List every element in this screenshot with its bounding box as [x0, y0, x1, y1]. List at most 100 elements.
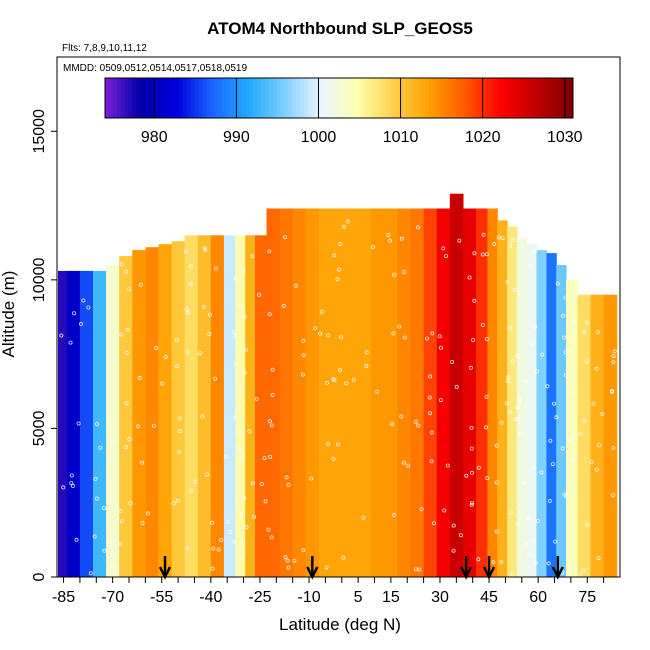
flight-point [506, 375, 511, 380]
colorbar: 980 990 1000 1010 1020 1030 [104, 77, 583, 146]
flight-point [185, 546, 190, 551]
flight-point [193, 479, 198, 484]
flight-point [226, 519, 231, 524]
flight-point [480, 322, 485, 327]
flight-point [283, 555, 288, 560]
flight-point [375, 389, 380, 394]
flight-point [527, 552, 532, 557]
flight-point [351, 377, 356, 382]
flight-point [138, 282, 143, 287]
colorbar-segment [272, 78, 278, 118]
flight-point [596, 330, 601, 335]
flight-point [594, 366, 599, 371]
colorbar-segment [471, 78, 476, 118]
flight-point [210, 566, 215, 571]
x-tick-label: 5 [354, 589, 363, 606]
flight-point [469, 446, 474, 451]
flight-point [262, 456, 267, 461]
flight-point [582, 418, 587, 423]
x-tick-label: -85 [52, 589, 75, 606]
colorbar-segment [354, 78, 359, 118]
colorbar-segment [510, 78, 515, 118]
flight-point [120, 519, 125, 524]
flight-point [184, 306, 189, 311]
colorbar-segment [183, 78, 188, 118]
colorbar-segment [389, 78, 395, 118]
heatmap-cell [577, 294, 592, 577]
colorbar-segment [350, 78, 356, 118]
flight-point [555, 281, 560, 286]
flight-point [476, 465, 481, 470]
flight-point [95, 422, 100, 427]
flight-point [386, 233, 391, 238]
flight-point [232, 330, 237, 335]
flight-point [128, 500, 133, 505]
flight-point [524, 379, 529, 384]
colorbar-segment [545, 78, 551, 118]
flight-point [582, 329, 587, 334]
colorbar-segment [565, 78, 570, 118]
flight-point [270, 367, 275, 372]
colorbar-tick-label: 990 [223, 129, 250, 146]
heatmap-cell [197, 235, 212, 578]
flight-point [202, 246, 207, 251]
colorbar-segment [261, 78, 266, 118]
flight-point [521, 480, 526, 485]
colorbar-segment [331, 78, 336, 118]
flight-point [526, 515, 531, 520]
flight-point [345, 219, 350, 224]
heatmap-cell [566, 279, 579, 577]
flight-point [468, 365, 473, 370]
heatmap-cell [345, 208, 359, 577]
colorbar-segment [420, 78, 426, 118]
flight-point [213, 266, 218, 271]
flight-point [481, 232, 486, 237]
flight-point [545, 384, 550, 389]
flight-point [428, 374, 433, 379]
flight-point [438, 398, 443, 403]
heatmap-cell [423, 208, 438, 577]
x-axis-label: Latitude (deg N) [279, 615, 401, 634]
flight-point [594, 467, 599, 472]
flight-point [140, 460, 145, 465]
flight-point [336, 267, 341, 272]
flight-point [494, 480, 499, 485]
flight-point [236, 432, 241, 437]
flight-point [137, 375, 142, 380]
flight-point [564, 494, 569, 499]
flight-point [318, 331, 323, 336]
heatmap-cell [516, 238, 528, 578]
flight-point [110, 440, 115, 445]
colorbar-segment [132, 78, 137, 118]
flight-point [160, 381, 165, 386]
flight-point [163, 354, 168, 359]
flight-point [572, 319, 577, 324]
colorbar-segment [284, 78, 289, 118]
flight-point [59, 333, 64, 338]
flight-point [585, 522, 590, 527]
colorbar-segment [358, 78, 363, 118]
colorbar-segment [116, 78, 122, 118]
flight-point [517, 400, 522, 405]
flight-point [451, 523, 456, 528]
flight-point [563, 295, 568, 300]
flight-point [392, 512, 397, 517]
flight-point [438, 345, 443, 350]
flight-point [293, 283, 298, 288]
flight-point [240, 554, 245, 559]
flight-point [93, 476, 98, 481]
flight-point [529, 341, 534, 346]
flight-point [454, 384, 459, 389]
plot-frame [56, 56, 621, 578]
heatmap-cell [556, 265, 567, 577]
y-tick-label: 15000 [31, 109, 48, 154]
heatmap-cell [223, 235, 236, 578]
colorbar-segment [225, 78, 231, 118]
flight-point [430, 331, 435, 336]
flight-point [390, 422, 395, 427]
colorbar-segment [280, 78, 285, 118]
flight-point [437, 334, 442, 339]
flight-point [611, 360, 616, 365]
flight-point [484, 394, 489, 399]
flight-point [416, 423, 421, 428]
